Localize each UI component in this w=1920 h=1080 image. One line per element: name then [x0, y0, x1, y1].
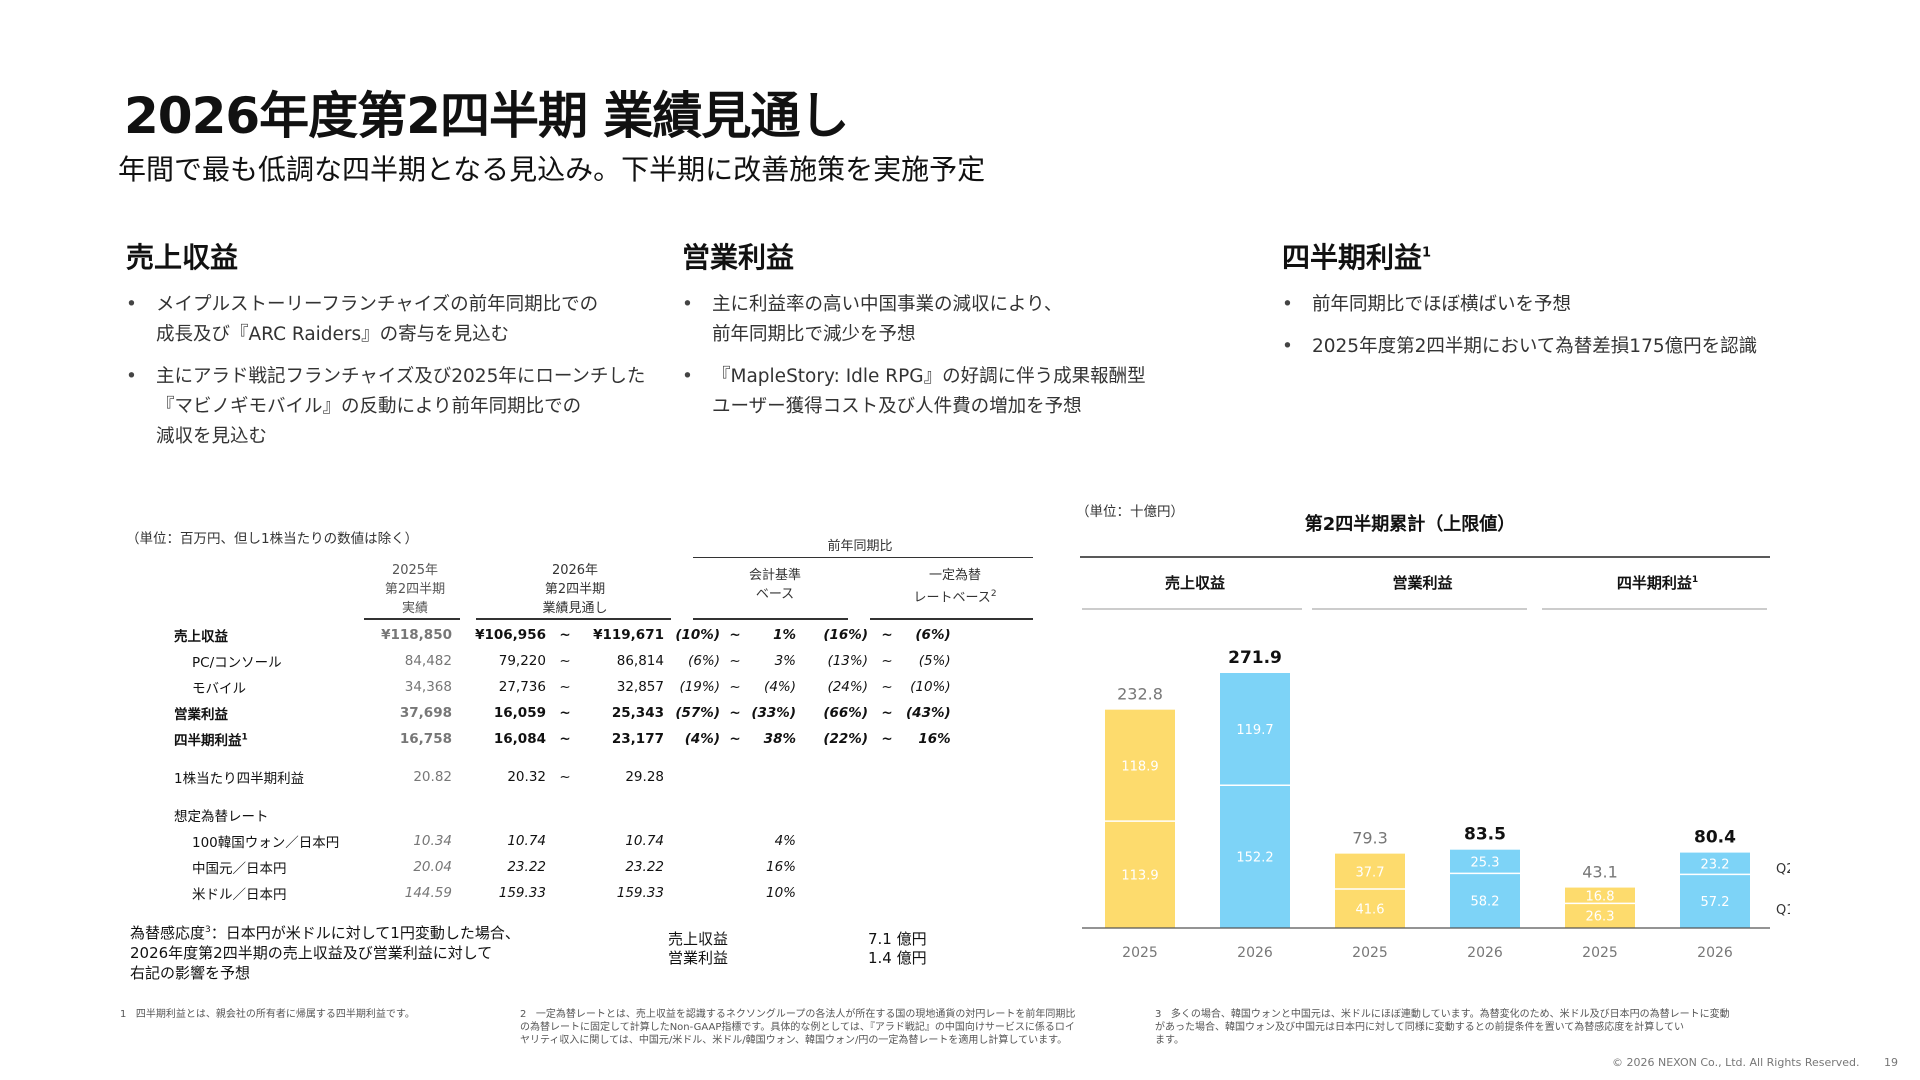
bullet: 『MapleStory: Idle RPG』の好調に伴う成果報酬型 ユーザー獲得… — [682, 362, 1242, 422]
page-number: 19 — [1884, 1056, 1898, 1069]
bar-q2-2025 — [1565, 887, 1635, 904]
revenue-bullets: メイプルストーリーフランチャイズの前年同期比での 成長及び『ARC Raider… — [126, 290, 686, 464]
net-income-bullets: 前年同期比でほぼ横ばいを予想 2025年度第2四半期において為替差損175億円を… — [1282, 290, 1882, 374]
bar-year-label: 2025 — [1582, 945, 1618, 961]
eps-row: 1株当たり四半期利益 20.82 20.32 ~ 29.28 — [174, 769, 664, 787]
bar-q2-label: 23.2 — [1701, 857, 1730, 872]
bar-q2-2026 — [1450, 849, 1520, 874]
fx-sensitivity-note: 為替感応度3：日本円が米ドルに対して1円変動した場合、 2026年度第2四半期の… — [130, 924, 520, 982]
bar-q1-label: 152.2 — [1236, 851, 1273, 866]
chart-group-label: 四半期利益1 — [1617, 574, 1698, 592]
bar-total-label: 79.3 — [1352, 829, 1388, 848]
bar-q1-label: 26.3 — [1586, 910, 1615, 925]
bar-q2-label: 16.8 — [1586, 889, 1615, 904]
table-row: 四半期利益1 16,758 16,084 ~ 23,177 (4%) ~ 38%… — [174, 731, 951, 749]
fx-sensitivity-items: 売上収益 7.1 億円 営業利益 1.4 億円 — [668, 930, 927, 967]
yoy-rule — [693, 557, 1033, 558]
bar-q1-label: 113.9 — [1121, 869, 1158, 884]
page-title: 2026年度第2四半期 業績見通し — [124, 87, 849, 145]
bar-total-label: 43.1 — [1582, 863, 1618, 882]
header-yoy: 前年同期比 — [827, 539, 893, 554]
bullet: 2025年度第2四半期において為替差損175億円を認識 — [1282, 332, 1882, 362]
col-rule-2025 — [364, 618, 460, 620]
bar-q2-2025 — [1105, 709, 1175, 822]
cumulative-bar-chart: 第2四半期累計（上限値） 売上収益 113.9 118.9 232.8 2025 152.… — [1080, 513, 1790, 961]
footnote-1: 1 四半期利益とは、親会社の所有者に帰属する四半期利益です。 — [120, 1009, 415, 1020]
col-rule-acc — [693, 618, 848, 620]
chart-unit-note: （単位：十億円） — [1076, 504, 1184, 520]
bullet: 前年同期比でほぼ横ばいを予想 — [1282, 290, 1882, 320]
bar-year-label: 2026 — [1237, 945, 1273, 961]
bar-q1-2025 — [1335, 888, 1405, 928]
legend-q2: Q2 — [1776, 862, 1790, 877]
bar-year-label: 2025 — [1352, 945, 1388, 961]
copyright: © 2026 NEXON Co., Ltd. All Rights Reserv… — [1612, 1056, 1860, 1069]
fx-row: 100韓国ウォン／日本円 10.34 10.74 10.74 4% — [192, 833, 796, 851]
bar-total-label: 271.9 — [1228, 648, 1282, 668]
bar-q1-2026 — [1220, 785, 1290, 928]
bullet: メイプルストーリーフランチャイズの前年同期比での 成長及び『ARC Raider… — [126, 290, 686, 350]
bar-q2-2026 — [1220, 673, 1290, 786]
footnote-2: 2 一定為替レートとは、売上収益を認識するネクソングループの各法人が所在する国の… — [520, 1009, 1076, 1046]
section-title-revenue: 売上収益 — [126, 241, 239, 274]
legend-q1: Q1 — [1776, 903, 1790, 918]
forecast-table: 売上収益 ¥118,850 ¥106,956 ~ ¥119,671 (10%) … — [170, 622, 955, 906]
bullet: 主にアラド戦記フランチャイズ及び2025年にローンチした 『マビノギモバイル』の… — [126, 362, 686, 452]
table-unit-note: （単位：百万円、但し1株当たりの数値は除く） — [126, 531, 419, 547]
col-rule-2026 — [476, 618, 671, 620]
bar-q2-label: 37.7 — [1356, 865, 1385, 880]
header-2026-forecast: 2026年 第2四半期 業績見通し — [542, 563, 608, 616]
operating-income-bullets: 主に利益率の高い中国事業の減収により、 前年同期比で減少を予想 『MapleSt… — [682, 290, 1242, 434]
bar-total-label: 83.5 — [1464, 825, 1506, 845]
bar-year-label: 2026 — [1467, 945, 1503, 961]
table-row: モバイル 34,368 27,736 ~ 32,857 (19%) ~ (4%)… — [192, 679, 951, 697]
header-yoy-accounting: 会計基準 ベース — [748, 568, 801, 602]
bar-year-label: 2026 — [1697, 945, 1733, 961]
col-rule-const — [870, 618, 1033, 620]
chart-title: 第2四半期累計（上限値） — [1305, 513, 1516, 535]
bar-q2-label: 119.7 — [1236, 723, 1273, 738]
chart-group-label: 営業利益 — [1392, 574, 1452, 592]
bar-q1-label: 41.6 — [1356, 902, 1385, 917]
bar-q1-2025 — [1105, 821, 1175, 928]
bar-total-label: 232.8 — [1117, 685, 1163, 704]
section-title-operating-income: 営業利益 — [682, 241, 795, 274]
table-row: 営業利益 37,698 16,059 ~ 25,343 (57%) ~ (33%… — [174, 705, 951, 723]
section-title-net-income: 四半期利益1 — [1282, 241, 1432, 274]
bar-q1-2026 — [1450, 873, 1520, 928]
header-2025-actual: 2025年 第2四半期 実績 — [384, 563, 446, 616]
bar-q2-label: 118.9 — [1121, 759, 1158, 774]
page-subtitle: 年間で最も低調な四半期となる見込み。下半期に改善施策を実施予定 — [118, 153, 986, 186]
bar-q2-2025 — [1335, 853, 1405, 889]
header-yoy-constant: 一定為替 レートベース2 — [913, 568, 997, 606]
table-row: PC/コンソール 84,482 79,220 ~ 86,814 (6%) ~ 3… — [192, 653, 951, 671]
bar-q1-label: 57.2 — [1701, 895, 1730, 910]
table-row: 売上収益 ¥118,850 ¥106,956 ~ ¥119,671 (10%) … — [174, 627, 951, 645]
fx-row: 中国元／日本円 20.04 23.22 23.22 16% — [192, 859, 796, 877]
bar-q1-2025 — [1565, 903, 1635, 928]
bar-year-label: 2025 — [1122, 945, 1158, 961]
bar-q1-2026 — [1680, 874, 1750, 928]
bar-q1-label: 58.2 — [1471, 895, 1500, 910]
bar-total-label: 80.4 — [1694, 828, 1736, 848]
fx-row: 米ドル／日本円 144.59 159.33 159.33 10% — [192, 885, 796, 903]
bar-q2-2026 — [1680, 852, 1750, 875]
bullet: 主に利益率の高い中国事業の減収により、 前年同期比で減少を予想 — [682, 290, 1242, 350]
fx-title-row: 想定為替レート — [174, 809, 269, 825]
footnote-3: 3 多くの場合、韓国ウォンと中国元は、米ドルにほぼ連動しています。為替変化のため… — [1155, 1009, 1730, 1046]
bar-q2-label: 25.3 — [1471, 856, 1500, 871]
chart-group-label: 売上収益 — [1165, 574, 1225, 592]
